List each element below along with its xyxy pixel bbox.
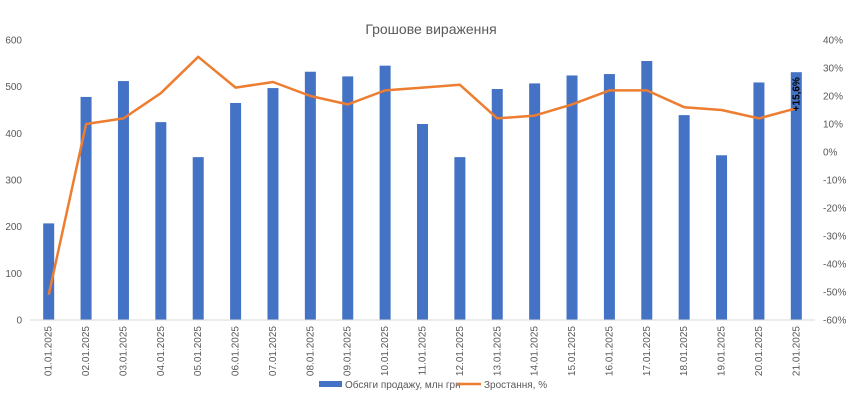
- right-tick-label: -50%: [823, 288, 846, 299]
- x-tick-label: 06.01.2025: [231, 326, 242, 376]
- x-tick-label: 08.01.2025: [305, 326, 316, 376]
- bar: [716, 155, 728, 320]
- bar: [566, 75, 578, 320]
- bar: [117, 81, 129, 320]
- x-tick-label: 19.01.2025: [717, 326, 728, 376]
- x-tick-label: 13.01.2025: [492, 326, 503, 376]
- annotation-label: +15,6%: [791, 77, 802, 111]
- right-tick-label: 20%: [823, 92, 843, 103]
- x-tick-label: 02.01.2025: [81, 326, 92, 376]
- bar: [529, 83, 541, 321]
- right-tick-label: 30%: [823, 64, 843, 75]
- x-tick-label: 11.01.2025: [418, 326, 429, 376]
- bar: [678, 115, 690, 320]
- x-tick-label: 14.01.2025: [530, 326, 541, 376]
- x-tick-label: 17.01.2025: [642, 326, 653, 376]
- growth-line: [47, 55, 797, 296]
- bar: [304, 71, 316, 320]
- x-tick-label: 01.01.2025: [44, 326, 55, 376]
- legend-label-line: Зростання, %: [484, 380, 547, 391]
- line-series: [47, 55, 797, 296]
- left-axis-ticks: 0 100 200 300 400 500 600: [5, 36, 22, 327]
- bar: [43, 223, 55, 320]
- bar: [491, 89, 503, 320]
- right-tick-label: 0%: [823, 148, 838, 159]
- left-tick-label: 0: [16, 316, 22, 327]
- bar: [454, 157, 466, 320]
- right-tick-label: 10%: [823, 120, 843, 131]
- x-tick-label: 07.01.2025: [268, 326, 279, 376]
- chart-title: Грошове вираження: [365, 21, 496, 37]
- legend: Обсяги продажу, млн грн Зростання, %: [319, 379, 547, 391]
- annotation: +15,6%: [791, 77, 802, 111]
- right-axis-ticks: -60% -50% -40% -30% -20% -10% 0% 10% 20% 30% 40%: [823, 36, 846, 327]
- right-tick-label: -30%: [823, 232, 846, 243]
- x-tick-label: 04.01.2025: [156, 326, 167, 376]
- bar-series: [43, 61, 802, 321]
- x-tick-label: 20.01.2025: [754, 326, 765, 376]
- left-tick-label: 300: [5, 176, 22, 187]
- bar: [603, 74, 615, 320]
- left-tick-label: 400: [5, 129, 22, 140]
- x-tick-label: 15.01.2025: [567, 326, 578, 376]
- legend-swatch-bar: [319, 381, 342, 387]
- left-tick-label: 200: [5, 222, 22, 233]
- bar: [267, 88, 279, 320]
- x-tick-label: 03.01.2025: [118, 326, 129, 376]
- x-tick-label: 12.01.2025: [455, 326, 466, 376]
- left-tick-label: 600: [5, 36, 22, 47]
- legend-label-bar: Обсяги продажу, млн грн: [345, 379, 461, 391]
- bar: [80, 96, 92, 320]
- x-tick-label: 05.01.2025: [193, 326, 204, 376]
- right-tick-label: -10%: [823, 176, 846, 187]
- bar: [155, 122, 167, 320]
- bar: [230, 103, 242, 320]
- x-tick-label: 16.01.2025: [604, 326, 615, 376]
- x-tick-label: 21.01.2025: [791, 326, 802, 376]
- x-tick-label: 09.01.2025: [343, 326, 354, 376]
- right-tick-label: -40%: [823, 260, 846, 271]
- right-tick-label: -60%: [823, 316, 846, 327]
- x-tick-label: 18.01.2025: [679, 326, 690, 376]
- bar: [641, 61, 653, 320]
- right-tick-label: -20%: [823, 204, 846, 215]
- bar: [417, 124, 428, 320]
- bar: [790, 72, 802, 320]
- left-tick-label: 100: [5, 269, 22, 280]
- right-tick-label: 40%: [823, 36, 843, 47]
- x-axis-ticks: 01.01.2025 02.01.2025 03.01.2025 04.01.2025…: [44, 326, 803, 376]
- bar: [342, 76, 354, 321]
- bar: [192, 157, 204, 320]
- bar: [753, 82, 765, 320]
- bar: [379, 65, 391, 321]
- left-tick-label: 500: [5, 82, 22, 93]
- x-tick-label: 10.01.2025: [380, 326, 391, 376]
